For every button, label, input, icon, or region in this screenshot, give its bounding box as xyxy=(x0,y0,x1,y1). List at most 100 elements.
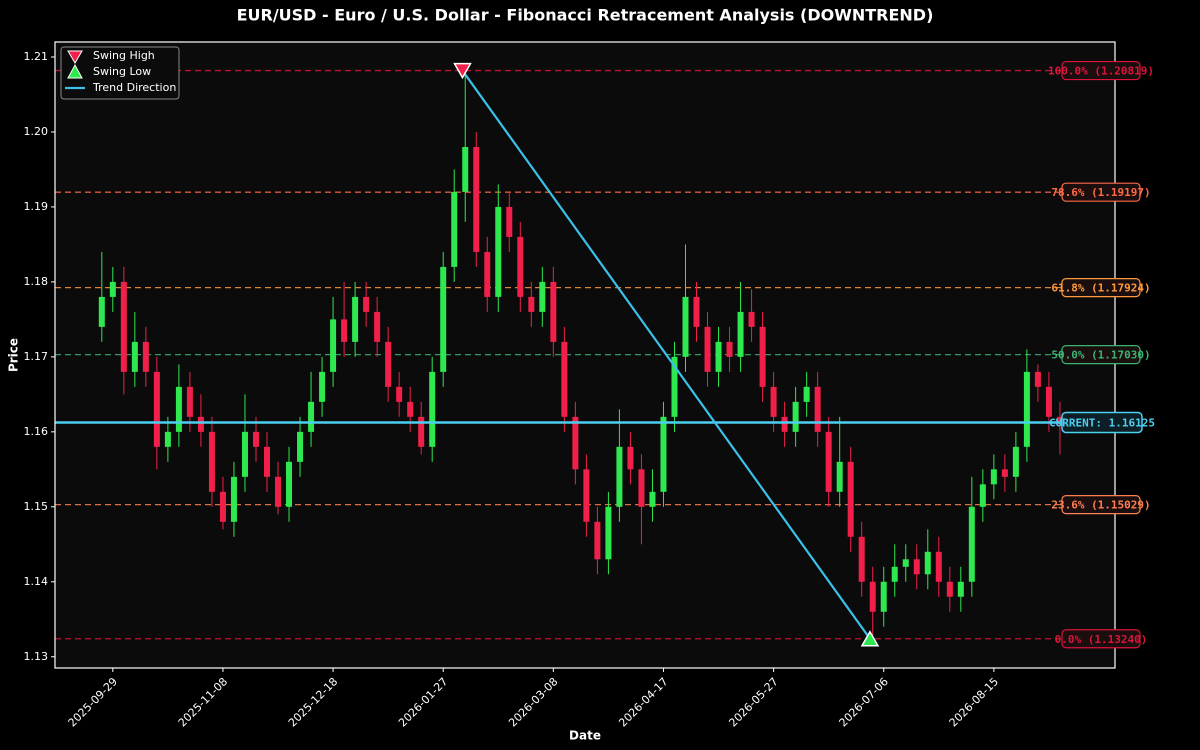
y-tick-label: 1.16 xyxy=(24,425,49,438)
candle-body xyxy=(847,461,854,537)
candle-body xyxy=(913,559,920,575)
candle-body xyxy=(594,521,601,560)
candle-body xyxy=(208,431,215,492)
candle-body xyxy=(286,461,293,507)
candle-body xyxy=(616,446,623,507)
candle-body xyxy=(142,341,149,372)
candle-body xyxy=(1023,371,1030,447)
candle-body xyxy=(120,281,127,372)
swing-high-marker xyxy=(453,62,472,80)
candle-body xyxy=(572,416,579,470)
candle-body xyxy=(440,266,447,372)
candle-body xyxy=(264,446,270,477)
fib-level-label: 23.6% (1.15029) xyxy=(1051,499,1150,512)
fib-level-box xyxy=(1061,60,1141,81)
candle-body xyxy=(506,206,513,237)
candle-body xyxy=(715,341,722,372)
candle-body xyxy=(109,281,116,297)
y-tick-label: 1.15 xyxy=(24,500,49,513)
x-axis-label: Date xyxy=(569,729,601,743)
candle-body xyxy=(1034,371,1041,387)
candle-body xyxy=(825,431,832,492)
candle-body xyxy=(330,319,337,372)
candle-body xyxy=(781,416,788,432)
current-price-box xyxy=(1061,411,1143,434)
candle-body xyxy=(363,296,370,312)
candle-body xyxy=(164,431,171,447)
candle-body xyxy=(792,401,799,432)
candle-body xyxy=(407,401,414,417)
legend-label: Swing High xyxy=(93,49,155,62)
fib-level-box xyxy=(1061,182,1141,202)
candle-body xyxy=(341,319,348,342)
candle-body xyxy=(252,431,259,447)
candle-body xyxy=(1012,446,1019,477)
current-price-label: CURRENT: 1.16125 xyxy=(1049,416,1155,429)
candle-body xyxy=(858,536,865,582)
candle-body xyxy=(979,484,986,507)
candle-body xyxy=(528,296,535,312)
candle-body xyxy=(957,581,964,597)
fib-level-box xyxy=(1061,345,1141,365)
fib-level-box xyxy=(1061,495,1141,515)
candle-body xyxy=(352,296,359,342)
candle-body xyxy=(1045,386,1052,417)
candle-body xyxy=(308,401,315,432)
candle-body xyxy=(462,146,469,192)
candle-body xyxy=(297,431,304,462)
y-axis-label: Price xyxy=(7,338,21,372)
y-tick-label: 1.13 xyxy=(24,650,49,663)
candle-body xyxy=(1001,469,1008,477)
candle-body xyxy=(704,326,711,372)
candle-body xyxy=(946,581,953,597)
candle-body xyxy=(660,416,667,492)
candle-body xyxy=(153,371,160,447)
fib-level-box xyxy=(1061,278,1141,298)
legend-box xyxy=(60,46,180,100)
candle-body xyxy=(385,341,392,387)
candle-body xyxy=(770,386,777,417)
candle-body xyxy=(219,491,226,522)
candle-body xyxy=(451,191,458,267)
candle-body xyxy=(990,469,997,485)
marks xyxy=(55,62,1115,647)
candle-body xyxy=(473,146,480,252)
fib-level-label: 100.0% (1.20819) xyxy=(1048,65,1154,78)
candle-body xyxy=(241,431,248,477)
y-tick-label: 1.14 xyxy=(24,575,49,588)
candle-body xyxy=(197,416,204,432)
candle-body xyxy=(319,371,326,402)
y-tick-label: 1.21 xyxy=(24,50,49,63)
candle-body xyxy=(550,281,557,342)
candle-body xyxy=(495,206,502,297)
candle-body xyxy=(924,551,931,575)
candle-body xyxy=(539,281,546,312)
fib-level-label: 78.6% (1.19197) xyxy=(1051,186,1150,199)
candle-body xyxy=(275,476,282,507)
candle-body xyxy=(186,386,193,417)
candle-body xyxy=(726,341,733,357)
candle-body xyxy=(583,469,590,522)
y-tick-label: 1.17 xyxy=(24,350,49,363)
candle-body xyxy=(484,251,491,297)
chart-title: EUR/USD - Euro / U.S. Dollar - Fibonacci… xyxy=(237,6,934,25)
candle-body xyxy=(869,581,876,612)
candle-body xyxy=(230,476,237,522)
candle-body xyxy=(836,461,843,492)
y-tick-label: 1.18 xyxy=(24,275,49,288)
candle-body xyxy=(98,296,105,327)
fib-level-box xyxy=(1061,629,1141,649)
legend-swing-low-icon xyxy=(67,63,83,79)
candle-body xyxy=(429,371,436,447)
fib-level-label: 0.0% (1.13240) xyxy=(1055,633,1148,646)
candle-body xyxy=(649,491,656,507)
candle-body xyxy=(671,356,678,417)
candle-body xyxy=(638,469,645,507)
candle-body xyxy=(814,386,821,432)
candle-body xyxy=(561,341,568,417)
candle-body xyxy=(682,296,689,357)
candle-body xyxy=(891,566,898,582)
candle-body xyxy=(374,311,381,342)
candle-body xyxy=(737,311,744,357)
